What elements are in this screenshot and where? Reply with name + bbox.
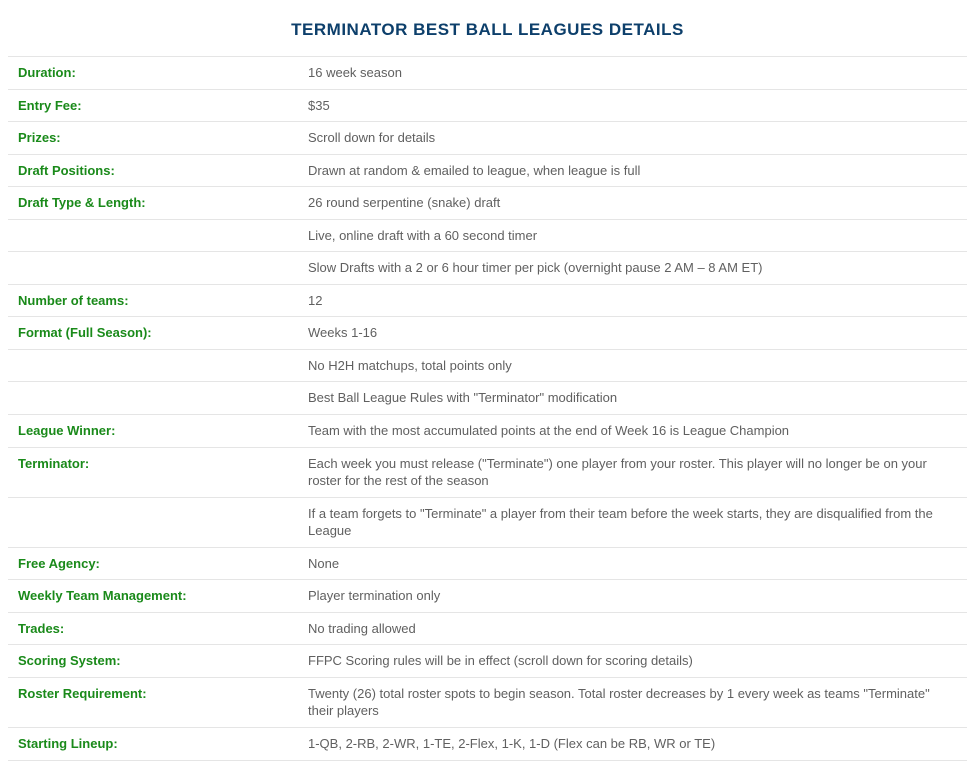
row-label: Number of teams: [8, 284, 298, 317]
table-row: Best Ball League Rules with "Terminator"… [8, 382, 967, 415]
row-label: Trades: [8, 612, 298, 645]
table-row: League Winner:Team with the most accumul… [8, 415, 967, 448]
row-label: Draft Positions: [8, 154, 298, 187]
row-value: Twenty (26) total roster spots to begin … [298, 677, 967, 727]
page-title: TERMINATOR BEST BALL LEAGUES DETAILS [8, 8, 967, 56]
table-row: Starting Lineup:1-QB, 2-RB, 2-WR, 1-TE, … [8, 728, 967, 761]
row-label: Entry Fee: [8, 89, 298, 122]
table-row: Format (Full Season):Weeks 1-16 [8, 317, 967, 350]
row-value: FFPC Scoring rules will be in effect (sc… [298, 645, 967, 678]
row-value: Scroll down for details [298, 122, 967, 155]
row-label: Scoring System: [8, 645, 298, 678]
row-value: 12 [298, 284, 967, 317]
table-row: Live, online draft with a 60 second time… [8, 219, 967, 252]
row-label: League Winner: [8, 415, 298, 448]
row-label [8, 497, 298, 547]
row-value: No H2H matchups, total points only [298, 349, 967, 382]
row-value: 16 week season [298, 57, 967, 90]
table-row: Weekly Team Management:Player terminatio… [8, 580, 967, 613]
table-row: Draft Positions:Drawn at random & emaile… [8, 154, 967, 187]
table-row: Trades:No trading allowed [8, 612, 967, 645]
table-row: Slow Drafts with a 2 or 6 hour timer per… [8, 252, 967, 285]
table-row: Number of teams:12 [8, 284, 967, 317]
row-label: Format (Full Season): [8, 317, 298, 350]
table-row: No H2H matchups, total points only [8, 349, 967, 382]
row-value: Player termination only [298, 580, 967, 613]
row-value: Each week you must release ("Terminate")… [298, 447, 967, 497]
row-value: No trading allowed [298, 612, 967, 645]
row-label [8, 382, 298, 415]
row-value: Slow Drafts with a 2 or 6 hour timer per… [298, 252, 967, 285]
row-label: Weekly Team Management: [8, 580, 298, 613]
row-label: Duration: [8, 57, 298, 90]
details-table: Duration:16 week seasonEntry Fee:$35Priz… [8, 56, 967, 761]
table-row: Entry Fee:$35 [8, 89, 967, 122]
table-row: If a team forgets to "Terminate" a playe… [8, 497, 967, 547]
row-label: Starting Lineup: [8, 728, 298, 761]
row-value: None [298, 547, 967, 580]
row-label: Roster Requirement: [8, 677, 298, 727]
table-row: Duration:16 week season [8, 57, 967, 90]
row-label [8, 252, 298, 285]
row-label [8, 219, 298, 252]
row-label: Draft Type & Length: [8, 187, 298, 220]
row-label [8, 349, 298, 382]
row-label: Free Agency: [8, 547, 298, 580]
table-row: Prizes:Scroll down for details [8, 122, 967, 155]
row-value: Drawn at random & emailed to league, whe… [298, 154, 967, 187]
table-row: Roster Requirement:Twenty (26) total ros… [8, 677, 967, 727]
table-row: Scoring System:FFPC Scoring rules will b… [8, 645, 967, 678]
row-value: $35 [298, 89, 967, 122]
row-value: Team with the most accumulated points at… [298, 415, 967, 448]
row-value: 1-QB, 2-RB, 2-WR, 1-TE, 2-Flex, 1-K, 1-D… [298, 728, 967, 761]
table-row: Free Agency:None [8, 547, 967, 580]
table-row: Draft Type & Length:26 round serpentine … [8, 187, 967, 220]
row-value: Live, online draft with a 60 second time… [298, 219, 967, 252]
row-label: Terminator: [8, 447, 298, 497]
row-value: Weeks 1-16 [298, 317, 967, 350]
table-row: Terminator:Each week you must release ("… [8, 447, 967, 497]
row-value: Best Ball League Rules with "Terminator"… [298, 382, 967, 415]
row-label: Prizes: [8, 122, 298, 155]
row-value: 26 round serpentine (snake) draft [298, 187, 967, 220]
row-value: If a team forgets to "Terminate" a playe… [298, 497, 967, 547]
